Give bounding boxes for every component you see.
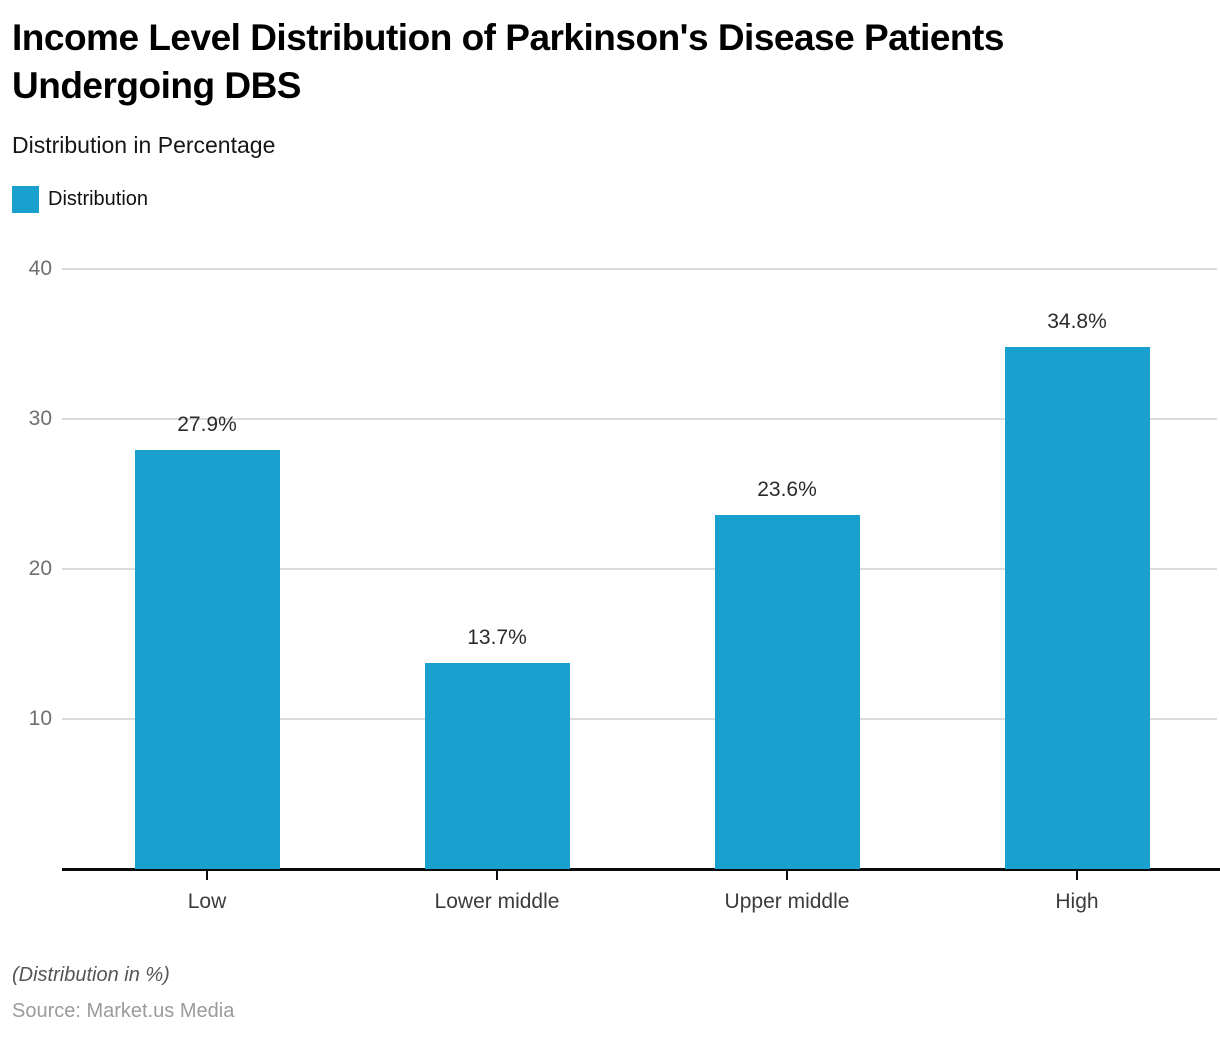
footnote: (Distribution in %) bbox=[12, 964, 170, 987]
bar-value-label: 23.6% bbox=[757, 478, 817, 502]
bar-chart-plot-area: 10 20 30 40 27.9% Low 13.7% Lower middle 23.6% Up… bbox=[12, 257, 1220, 919]
chart-footer: (Distribution in %) Source: Market.us Me… bbox=[12, 964, 1208, 1023]
bar[interactable] bbox=[1004, 347, 1150, 870]
legend[interactable]: Distribution bbox=[12, 185, 1208, 213]
gridline bbox=[62, 718, 1217, 721]
y-axis-tick-label: 10 bbox=[28, 707, 52, 731]
y-axis-tick-label: 40 bbox=[28, 257, 52, 281]
gridline bbox=[62, 418, 1217, 421]
x-axis-tick bbox=[1076, 871, 1078, 881]
x-axis-category-label: Lower middle bbox=[434, 890, 560, 914]
x-axis-tick bbox=[206, 871, 208, 881]
x-axis-category-label: Upper middle bbox=[724, 890, 850, 914]
legend-swatch-icon bbox=[12, 185, 39, 213]
bar[interactable] bbox=[134, 450, 280, 870]
source-credit: Source: Market.us Media bbox=[12, 1000, 235, 1023]
chart-subtitle: Distribution in Percentage bbox=[12, 132, 276, 159]
y-axis-tick-label: 30 bbox=[28, 407, 52, 431]
bar-value-label: 34.8% bbox=[1047, 310, 1107, 334]
gridline bbox=[62, 568, 1217, 571]
bar-value-label: 13.7% bbox=[467, 626, 527, 650]
x-axis-line bbox=[62, 868, 1220, 872]
chart-title: Income Level Distribution of Parkinson's… bbox=[12, 17, 1004, 107]
bar-value-label: 27.9% bbox=[177, 413, 237, 437]
gridline bbox=[62, 268, 1217, 271]
x-axis-category-label: Low bbox=[187, 890, 227, 914]
x-axis-category-label: High bbox=[1055, 890, 1099, 914]
bar[interactable] bbox=[424, 663, 570, 870]
x-axis-tick bbox=[496, 871, 498, 881]
legend-label: Distribution bbox=[48, 187, 149, 210]
bar[interactable] bbox=[714, 515, 860, 870]
x-axis-tick bbox=[786, 871, 788, 881]
y-axis-tick-label: 20 bbox=[28, 557, 52, 581]
